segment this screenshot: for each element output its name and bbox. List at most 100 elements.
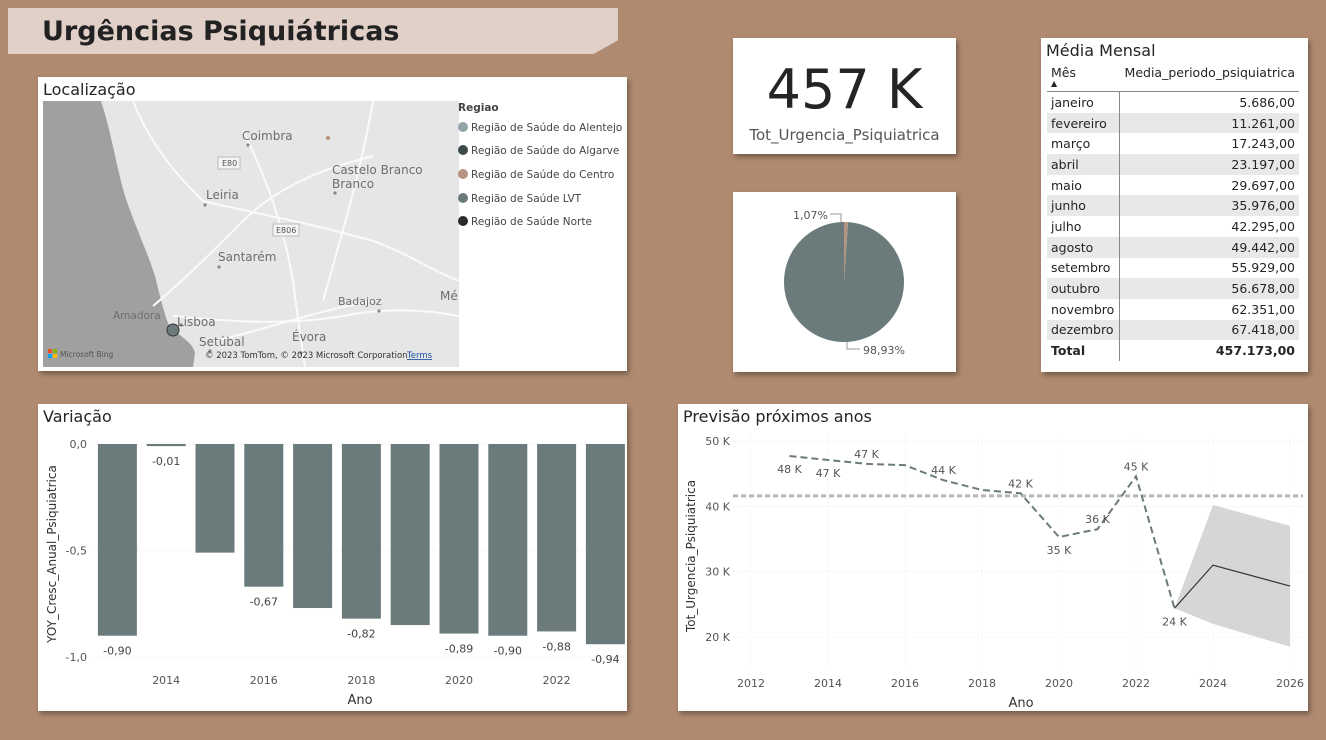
- map-place-label: Badajoz: [338, 295, 382, 308]
- legend-item-algarve[interactable]: Região de Saúde do Algarve: [458, 145, 619, 157]
- month-cell: agosto: [1047, 236, 1120, 258]
- bar[interactable]: [537, 444, 577, 632]
- month-cell: novembro: [1047, 298, 1120, 320]
- y-tick-label: 30 K: [705, 566, 730, 579]
- table-title: Média Mensal: [1046, 41, 1156, 60]
- month-cell: fevereiro: [1047, 112, 1120, 134]
- bar[interactable]: [439, 444, 479, 634]
- pie-slice[interactable]: [844, 222, 849, 282]
- pie-leader-line: [846, 342, 860, 350]
- line-data-label: 24 K: [1162, 615, 1187, 628]
- bar[interactable]: [341, 444, 381, 619]
- legend-dot: [458, 169, 468, 179]
- forecast-series-line[interactable]: [1174, 564, 1291, 609]
- table-row[interactable]: abril 23.197,00: [1047, 154, 1299, 175]
- x-tick-label: 2014: [152, 674, 180, 687]
- x-tick-label: 2022: [543, 674, 571, 687]
- map-attribution: © 2023 TomTom, © 2023 Microsoft Corporat…: [205, 351, 408, 361]
- table-row[interactable]: novembro 62.351,00: [1047, 298, 1299, 320]
- table-row[interactable]: dezembro 67.418,00: [1047, 319, 1299, 341]
- bar[interactable]: [195, 444, 235, 553]
- map-legend-title: Regiao: [458, 102, 499, 114]
- table-row[interactable]: julho 42.295,00: [1047, 216, 1299, 237]
- value-cell: 11.261,00: [1231, 115, 1295, 131]
- table-row[interactable]: janeiro 5.686,00: [1047, 91, 1299, 113]
- forecast-line-chart[interactable]: 20 K 30 K 40 K 50 K 2012 2014 2016 2018 2020 2022…: [678, 404, 1308, 711]
- month-cell: julho: [1047, 216, 1120, 237]
- legend-dot: [458, 145, 468, 155]
- map-place-label: Lisboa: [177, 315, 216, 329]
- line-data-label: 45 K: [1124, 460, 1149, 473]
- value-cell: 62.351,00: [1231, 301, 1295, 317]
- map-place-label: Coimbra: [242, 129, 293, 143]
- x-axis-title: Ano: [347, 693, 372, 708]
- x-tick-label: 2016: [250, 674, 278, 687]
- table-row[interactable]: junho 35.976,00: [1047, 195, 1299, 217]
- legend-item-centro[interactable]: Região de Saúde do Centro: [458, 169, 614, 181]
- table-panel: Média Mensal Mês ▲ Media_periodo_psiquiat…: [1041, 38, 1308, 372]
- pie-leader-line: [830, 213, 842, 222]
- y-axis-title: Tot_Urgencia_Psiquiatrica: [684, 480, 698, 633]
- line-data-label: 36 K: [1085, 513, 1110, 526]
- column-header-month[interactable]: Mês ▲: [1051, 65, 1076, 88]
- column-header-value[interactable]: Media_periodo_psiquiatrica: [1124, 65, 1295, 80]
- map-place-label: Santarém: [218, 250, 276, 264]
- bar[interactable]: [390, 444, 430, 626]
- bar[interactable]: [244, 444, 284, 587]
- value-cell: 67.418,00: [1231, 322, 1295, 338]
- table-row[interactable]: setembro 55.929,00: [1047, 257, 1299, 279]
- month-cell: maio: [1047, 174, 1120, 196]
- value-cell: 55.929,00: [1231, 260, 1295, 276]
- x-axis-title: Ano: [1008, 696, 1033, 711]
- bar-data-label: -0,01: [152, 455, 180, 468]
- x-tick-label: 2020: [445, 674, 473, 687]
- y-tick-label: 0,0: [70, 438, 88, 451]
- table-row[interactable]: março 17.243,00: [1047, 133, 1299, 155]
- value-cell: 42.295,00: [1231, 218, 1295, 234]
- pie-slice[interactable]: [783, 222, 904, 342]
- svg-text:Microsoft Bing: Microsoft Bing: [60, 350, 113, 359]
- bar[interactable]: [293, 444, 333, 609]
- road-label: E80: [222, 159, 237, 168]
- x-tick-label: 2022: [1122, 677, 1150, 690]
- legend-item-norte[interactable]: Região de Saúde Norte: [458, 216, 592, 228]
- table-row[interactable]: agosto 49.442,00: [1047, 236, 1299, 258]
- map-panel: Localização Coimbra Castelo Branco Branc…: [38, 77, 627, 371]
- line-data-label: 48 K: [777, 463, 802, 476]
- pie-chart[interactable]: 1,07% 98,93%: [733, 192, 956, 372]
- bar-data-label: -0,89: [445, 643, 473, 656]
- bar[interactable]: [585, 444, 625, 645]
- month-cell: setembro: [1047, 257, 1120, 279]
- value-cell: 23.197,00: [1231, 156, 1295, 172]
- legend-item-lvt[interactable]: Região de Saúde LVT: [458, 193, 581, 205]
- table-row[interactable]: fevereiro 11.261,00: [1047, 112, 1299, 134]
- month-cell: outubro: [1047, 278, 1120, 299]
- month-cell: junho: [1047, 195, 1120, 217]
- y-tick-label: -0,5: [66, 545, 87, 558]
- x-tick-label: 2026: [1276, 677, 1304, 690]
- table-row[interactable]: maio 29.697,00: [1047, 174, 1299, 196]
- bar[interactable]: [97, 444, 137, 636]
- value-cell: 29.697,00: [1231, 177, 1295, 193]
- map-place-label: Mé: [440, 289, 458, 303]
- line-data-label: 42 K: [1008, 477, 1033, 490]
- kpi-label: Tot_Urgencia_Psiquiatrica: [749, 126, 940, 144]
- x-tick-label: 2012: [737, 677, 765, 690]
- bar-data-label: -0,82: [347, 628, 375, 641]
- actual-series-line[interactable]: [789, 455, 1176, 609]
- line-data-label: 47 K: [816, 467, 841, 480]
- bar-data-label: -0,94: [591, 653, 619, 666]
- bar[interactable]: [488, 444, 528, 636]
- legend-item-alentejo[interactable]: Região de Saúde do Alentejo: [458, 122, 622, 134]
- y-tick-label: 40 K: [705, 500, 730, 513]
- bar-data-label: -0,90: [494, 645, 522, 658]
- map-terms-link[interactable]: Terms: [406, 351, 433, 361]
- variation-bar-chart[interactable]: 0,0 -0,5 -1,0 -0,90 -0,01 -0,67 -0,82 -0,89 -0,9…: [38, 404, 627, 711]
- value-cell: 35.976,00: [1231, 198, 1295, 214]
- kpi-card[interactable]: 457 K Tot_Urgencia_Psiquiatrica: [733, 38, 956, 154]
- title-banner: Urgências Psiquiátricas: [8, 8, 618, 54]
- map-canvas[interactable]: Coimbra Castelo Branco Branco Leiria San…: [43, 101, 459, 367]
- bar[interactable]: [146, 444, 186, 447]
- y-tick-label: -1,0: [66, 651, 87, 664]
- table-row[interactable]: outubro 56.678,00: [1047, 278, 1299, 299]
